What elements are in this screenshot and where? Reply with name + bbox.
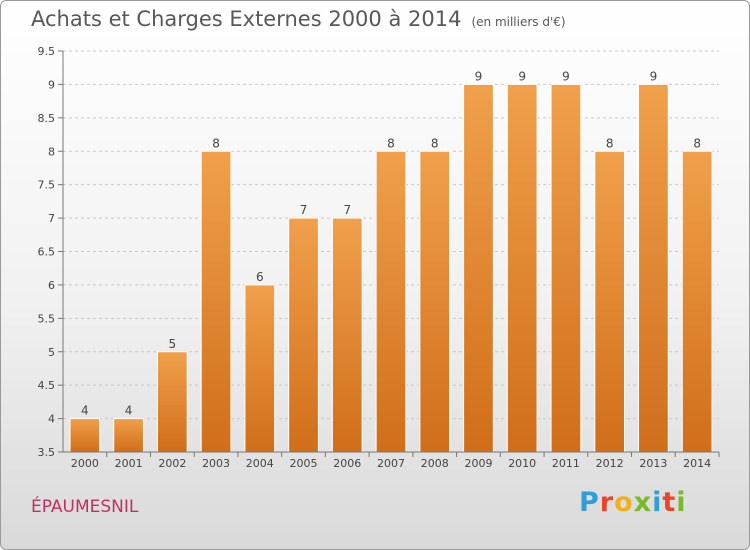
y-tick-label: 7.5 — [38, 179, 56, 192]
bar — [681, 150, 713, 453]
y-tick-label: 3.5 — [38, 446, 56, 459]
bar — [113, 418, 144, 453]
x-tick-label: 2012 — [596, 457, 624, 470]
x-tick-label: 2000 — [71, 457, 99, 470]
logo-letter: t — [662, 487, 677, 518]
bar — [594, 150, 626, 453]
x-tick-label: 2003 — [202, 457, 230, 470]
data-label: 9 — [475, 69, 483, 83]
x-tick-label: 2014 — [683, 457, 711, 470]
logo-letter: r — [599, 487, 615, 518]
data-label: 4 — [125, 404, 133, 418]
y-tick-label: 6.5 — [38, 246, 56, 259]
data-label: 5 — [169, 337, 177, 351]
x-tick-label: 2001 — [115, 457, 143, 470]
y-tick-label: 9.5 — [38, 45, 56, 58]
title-text: Achats et Charges Externes 2000 à 2014 — [31, 7, 462, 31]
y-tick-label: 5.5 — [38, 312, 56, 325]
data-label: 9 — [518, 69, 526, 83]
bar — [419, 150, 451, 453]
data-label: 9 — [650, 69, 658, 83]
chart-title: Achats et Charges Externes 2000 à 2014 (e… — [31, 7, 566, 31]
x-tick-label: 2008 — [421, 457, 449, 470]
x-tick-label: 2005 — [290, 457, 318, 470]
y-tick-label: 4.5 — [38, 379, 56, 392]
bar — [506, 83, 538, 453]
data-label: 8 — [387, 136, 395, 150]
data-label: 6 — [256, 270, 264, 284]
chart-subtitle: (en milliers d'€) — [471, 15, 566, 29]
data-label: 9 — [562, 69, 570, 83]
x-tick-label: 2006 — [333, 457, 361, 470]
bar — [288, 217, 319, 453]
logo-letter: o — [614, 487, 634, 518]
data-label: 8 — [606, 136, 614, 150]
y-tick-label: 5 — [48, 346, 55, 359]
logo-letter: i — [676, 487, 687, 518]
logo-letter: i — [652, 487, 663, 518]
y-tick-label: 7 — [48, 212, 55, 225]
bars — [69, 83, 713, 453]
y-tick-label: 6 — [48, 279, 55, 292]
y-axis-ticks: 3.5 4 4.5 5 5.5 6 6.5 7 7.5 8 8.5 9 9.5 — [38, 45, 63, 459]
y-tick-label: 4 — [48, 413, 55, 426]
bar — [244, 284, 276, 453]
bar — [375, 150, 407, 453]
bar — [200, 150, 232, 453]
commune-name: ÉPAUMESNIL — [31, 497, 139, 517]
x-axis-ticks: 2000 2001 2002 2003 2004 2005 2006 2007 2008 2009… — [71, 452, 720, 470]
bar — [638, 83, 669, 453]
bar — [331, 217, 363, 453]
bar — [69, 418, 101, 453]
y-tick-label: 9 — [48, 78, 55, 91]
data-label: 8 — [693, 136, 701, 150]
x-tick-label: 2007 — [377, 457, 405, 470]
data-label: 7 — [343, 203, 351, 217]
logo-letter: x — [633, 487, 653, 518]
bar — [463, 83, 494, 453]
data-label: 4 — [81, 404, 89, 418]
bar — [550, 83, 582, 453]
x-tick-label: 2010 — [508, 457, 536, 470]
data-label: 7 — [300, 203, 308, 217]
bar — [156, 351, 188, 453]
x-tick-label: 2009 — [464, 457, 492, 470]
y-tick-label: 8 — [48, 145, 55, 158]
data-label: 8 — [212, 136, 220, 150]
x-tick-label: 2013 — [639, 457, 667, 470]
data-labels: 4 4 5 8 6 7 7 8 8 9 9 9 8 9 8 — [81, 69, 701, 417]
y-tick-label: 8.5 — [38, 112, 56, 125]
data-label: 8 — [431, 136, 439, 150]
logo-letter: P — [579, 487, 600, 518]
x-tick-label: 2011 — [552, 457, 580, 470]
x-tick-label: 2002 — [158, 457, 186, 470]
x-tick-label: 2004 — [246, 457, 274, 470]
proxiti-logo: Proxiti — [579, 487, 687, 518]
